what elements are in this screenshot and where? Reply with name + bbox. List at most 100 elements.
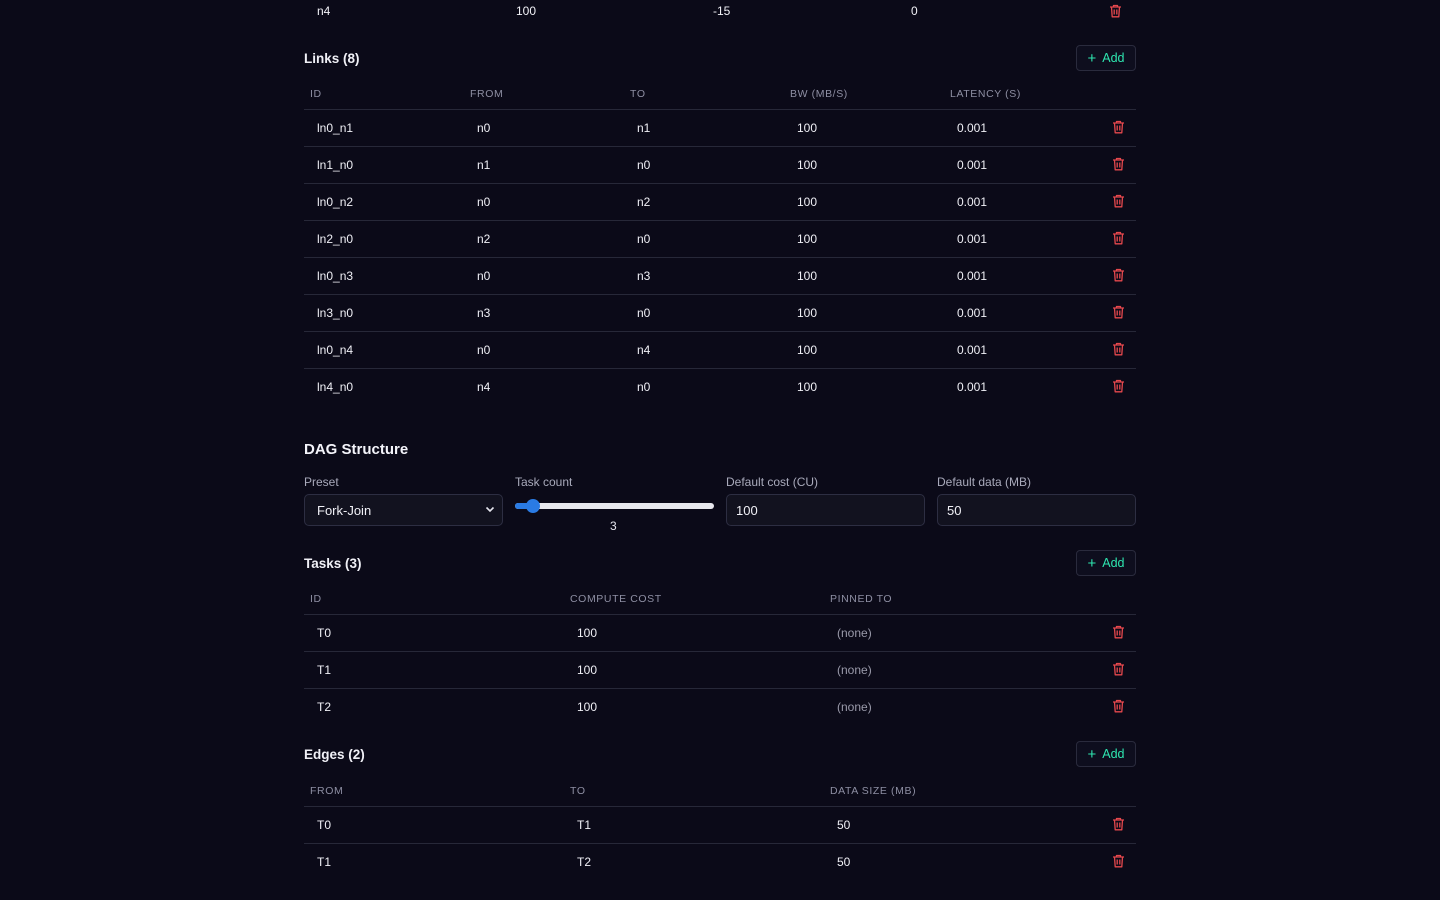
link-cell-to[interactable]: n4 (624, 331, 784, 369)
link-delete-cell (1064, 331, 1136, 369)
trash-icon[interactable] (1107, 3, 1123, 19)
task-cell-cost[interactable]: 100 (564, 614, 824, 652)
task-row: T1 100 (none) (304, 651, 1136, 689)
trash-icon[interactable] (1110, 853, 1126, 869)
edge-row: T1 T2 50 (304, 844, 1136, 881)
default-data-input[interactable]: 50 (937, 494, 1136, 526)
task-cell-pinned[interactable]: (none) (824, 651, 1044, 689)
link-cell-from[interactable]: n3 (464, 294, 624, 332)
link-cell-from[interactable]: n1 (464, 146, 624, 184)
preset-select[interactable]: Fork-Join (304, 494, 503, 526)
link-cell-from[interactable]: n0 (464, 183, 624, 221)
task-cell-id[interactable]: T2 (317, 700, 332, 714)
trash-icon[interactable] (1110, 816, 1126, 832)
link-cell-from[interactable]: n0 (464, 109, 624, 147)
link-cell-to[interactable]: n0 (637, 380, 651, 394)
link-cell-to[interactable]: n0 (624, 294, 784, 332)
task-cell-pinned[interactable]: (none) (837, 700, 872, 714)
link-row: ln0_n1 n0 n1 100 0.001 (304, 109, 1136, 147)
link-cell-bw[interactable]: 100 (784, 146, 944, 184)
plus-icon: + (1087, 49, 1097, 67)
link-cell-latency[interactable]: 0.001 (944, 331, 1064, 369)
edge-cell-from[interactable]: T0 (304, 806, 564, 844)
edge-cell-size[interactable]: 50 (824, 806, 1044, 844)
link-cell-latency[interactable]: 0.001 (944, 183, 1064, 221)
link-cell-to[interactable]: n3 (624, 257, 784, 295)
trash-icon[interactable] (1110, 661, 1126, 677)
add-edge-button[interactable]: + Add (1076, 741, 1136, 767)
edge-cell-to[interactable]: T1 (564, 806, 824, 844)
edge-cell-from[interactable]: T1 (317, 855, 332, 869)
trash-icon[interactable] (1110, 304, 1126, 320)
task-count-slider[interactable] (515, 498, 714, 514)
trash-icon[interactable] (1110, 341, 1126, 357)
task-delete-cell (1044, 689, 1136, 726)
link-cell-latency[interactable]: 0.001 (944, 257, 1064, 295)
link-cell-bw[interactable]: 100 (784, 183, 944, 221)
add-link-button[interactable]: + Add (1076, 45, 1136, 71)
link-cell-latency[interactable]: 0.001 (957, 380, 988, 394)
link-cell-bw[interactable]: 100 (784, 257, 944, 295)
task-row: T0 100 (none) (304, 614, 1136, 652)
link-cell-from[interactable]: n0 (464, 331, 624, 369)
default-cost-input[interactable]: 100 (726, 494, 925, 526)
link-cell-id[interactable]: ln1_n0 (304, 146, 464, 184)
link-cell-bw[interactable]: 100 (797, 380, 818, 394)
link-cell-id[interactable]: ln4_n0 (317, 380, 354, 394)
link-cell-bw[interactable]: 100 (784, 294, 944, 332)
link-row: ln2_n0 n2 n0 100 0.001 (304, 220, 1136, 258)
link-cell-to[interactable]: n0 (624, 220, 784, 258)
add-task-label: Add (1102, 556, 1125, 570)
link-cell-bw[interactable]: 100 (784, 109, 944, 147)
link-cell-latency[interactable]: 0.001 (944, 109, 1064, 147)
link-column-header: ID (304, 79, 464, 110)
link-cell-to[interactable]: n2 (624, 183, 784, 221)
link-cell-id[interactable]: ln0_n3 (304, 257, 464, 295)
edge-column-header: FROM (304, 776, 564, 807)
add-task-button[interactable]: + Add (1076, 550, 1136, 576)
link-cell-to[interactable]: n1 (624, 109, 784, 147)
default-cost-value: 100 (736, 502, 758, 518)
link-cell-id[interactable]: ln0_n1 (304, 109, 464, 147)
edge-column-header: TO (564, 776, 824, 807)
task-cell-id[interactable]: T1 (304, 651, 564, 689)
task-cell-id[interactable]: T0 (304, 614, 564, 652)
link-cell-id[interactable]: ln2_n0 (304, 220, 464, 258)
add-link-label: Add (1102, 51, 1125, 65)
trash-icon[interactable] (1110, 193, 1126, 209)
link-cell-id[interactable]: ln0_n2 (304, 183, 464, 221)
trash-icon[interactable] (1110, 624, 1126, 640)
link-row: ln1_n0 n1 n0 100 0.001 (304, 146, 1136, 184)
task-cell-cost[interactable]: 100 (577, 700, 598, 714)
link-cell-latency[interactable]: 0.001 (944, 220, 1064, 258)
link-cell-latency[interactable]: 0.001 (944, 146, 1064, 184)
trash-icon[interactable] (1110, 230, 1126, 246)
link-cell-bw[interactable]: 100 (784, 331, 944, 369)
link-cell-from[interactable]: n0 (464, 257, 624, 295)
node-y: 0 (911, 4, 918, 18)
trash-icon[interactable] (1110, 698, 1126, 714)
link-cell-from[interactable]: n2 (464, 220, 624, 258)
link-cell-bw[interactable]: 100 (784, 220, 944, 258)
link-cell-to[interactable]: n0 (624, 146, 784, 184)
link-cell-from[interactable]: n4 (477, 380, 491, 394)
task-actions-header (1044, 584, 1136, 615)
edge-cell-size[interactable]: 50 (837, 855, 851, 869)
link-cell-id[interactable]: ln3_n0 (304, 294, 464, 332)
edges-title: Edges (2) (304, 747, 365, 762)
tasks-header: Tasks (3) + Add (304, 550, 1136, 578)
task-cell-pinned[interactable]: (none) (824, 614, 1044, 652)
task-delete-cell (1044, 614, 1136, 652)
trash-icon[interactable] (1110, 378, 1126, 394)
task-column-header: COMPUTE COST (564, 584, 824, 615)
task-cell-cost[interactable]: 100 (564, 651, 824, 689)
link-cell-id[interactable]: ln0_n4 (304, 331, 464, 369)
link-delete-cell (1064, 369, 1136, 406)
trash-icon[interactable] (1110, 156, 1126, 172)
trash-icon[interactable] (1110, 119, 1126, 135)
link-cell-latency[interactable]: 0.001 (944, 294, 1064, 332)
link-delete-cell (1064, 220, 1136, 258)
slider-thumb[interactable] (526, 499, 540, 513)
trash-icon[interactable] (1110, 267, 1126, 283)
edge-cell-to[interactable]: T2 (577, 855, 592, 869)
